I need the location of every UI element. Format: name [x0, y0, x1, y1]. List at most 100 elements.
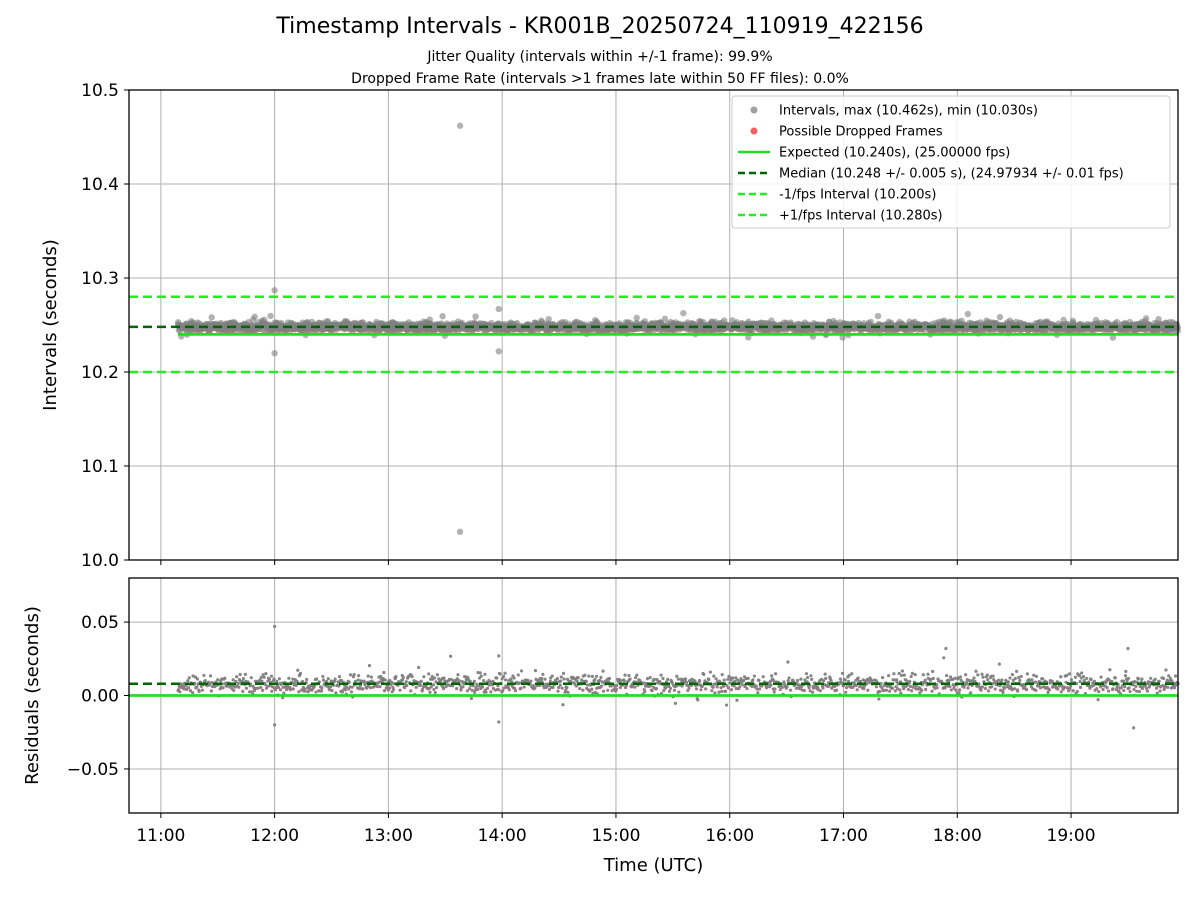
data-point	[717, 690, 721, 694]
data-point	[547, 687, 552, 692]
data-point	[926, 676, 930, 681]
data-point	[633, 675, 638, 680]
data-point	[449, 654, 453, 658]
data-point	[195, 677, 200, 681]
data-point	[1092, 679, 1097, 683]
data-point	[502, 686, 506, 690]
data-point	[683, 677, 688, 681]
data-point	[590, 687, 594, 691]
data-point	[251, 313, 258, 320]
data-point	[1075, 690, 1079, 694]
data-point	[303, 689, 307, 693]
data-point	[1041, 677, 1045, 681]
data-point	[900, 669, 905, 673]
data-point	[785, 684, 789, 689]
outlier-point	[495, 305, 502, 313]
outlier-point	[944, 646, 948, 651]
data-point	[990, 685, 994, 689]
data-point	[794, 686, 799, 690]
y-axis-label: Residuals (seconds)	[22, 606, 43, 785]
data-point	[1000, 678, 1004, 682]
data-point	[590, 674, 594, 678]
data-point	[618, 685, 622, 690]
data-point	[555, 677, 560, 681]
data-point	[918, 691, 922, 695]
data-point	[430, 674, 434, 679]
data-point	[774, 672, 778, 676]
data-point	[778, 687, 782, 692]
data-point	[942, 656, 946, 660]
legend: Intervals, max (10.462s), min (10.030s) P…	[731, 95, 1171, 229]
outlier-point	[495, 348, 502, 355]
data-point	[1123, 685, 1127, 689]
data-point	[270, 689, 274, 693]
data-point	[312, 684, 317, 688]
data-point	[765, 685, 769, 689]
data-point	[823, 672, 827, 676]
data-point	[533, 669, 538, 673]
data-point	[401, 675, 405, 680]
data-point	[769, 683, 773, 687]
x-tick-label: 14:00	[478, 826, 527, 846]
data-point	[202, 673, 206, 678]
data-point	[799, 677, 803, 681]
data-point	[710, 689, 714, 693]
data-point	[477, 684, 481, 688]
y-tick-label: 10.0	[81, 551, 119, 571]
data-point	[697, 678, 702, 683]
data-point	[862, 684, 866, 688]
data-point	[466, 676, 470, 680]
data-point	[391, 687, 396, 692]
data-point	[1109, 334, 1117, 341]
data-point	[551, 685, 555, 690]
data-point	[1001, 690, 1005, 695]
data-point	[811, 690, 815, 694]
data-point	[1135, 689, 1139, 693]
data-point	[269, 674, 274, 678]
data-point	[1140, 677, 1144, 681]
data-point	[357, 687, 361, 691]
data-point	[728, 681, 732, 685]
data-point	[347, 680, 351, 684]
data-point	[409, 689, 413, 693]
data-point	[241, 689, 245, 693]
data-point	[261, 673, 265, 677]
data-point	[382, 689, 387, 693]
data-point	[186, 686, 191, 690]
legend-label: Possible Dropped Frames	[779, 125, 943, 140]
data-point	[509, 677, 513, 681]
data-point	[619, 679, 623, 683]
data-point	[1106, 689, 1111, 693]
data-point	[349, 690, 354, 694]
data-point	[768, 679, 773, 683]
data-point	[650, 688, 654, 693]
data-point	[1078, 679, 1082, 684]
data-point	[291, 687, 295, 691]
data-point	[1080, 671, 1084, 675]
data-point	[858, 685, 862, 689]
data-point	[1132, 687, 1136, 692]
data-point	[615, 683, 619, 688]
data-point	[263, 682, 267, 686]
data-point	[482, 678, 486, 683]
data-point	[512, 676, 516, 680]
data-point	[1032, 673, 1036, 677]
data-point	[983, 686, 987, 691]
y-tick-label: −0.05	[67, 760, 119, 780]
data-point	[715, 685, 719, 689]
data-point	[997, 678, 1001, 682]
data-point	[973, 679, 977, 684]
data-point	[874, 312, 882, 320]
data-point	[1002, 686, 1007, 690]
data-point	[980, 685, 985, 689]
data-point	[786, 660, 790, 664]
data-point	[315, 677, 319, 681]
data-point	[964, 310, 972, 318]
data-point	[419, 679, 423, 683]
data-point	[510, 680, 514, 684]
data-point	[893, 689, 897, 693]
data-point	[275, 679, 279, 683]
data-point	[581, 688, 585, 692]
data-point	[856, 676, 860, 680]
x-tick-label: 16:00	[705, 826, 754, 846]
